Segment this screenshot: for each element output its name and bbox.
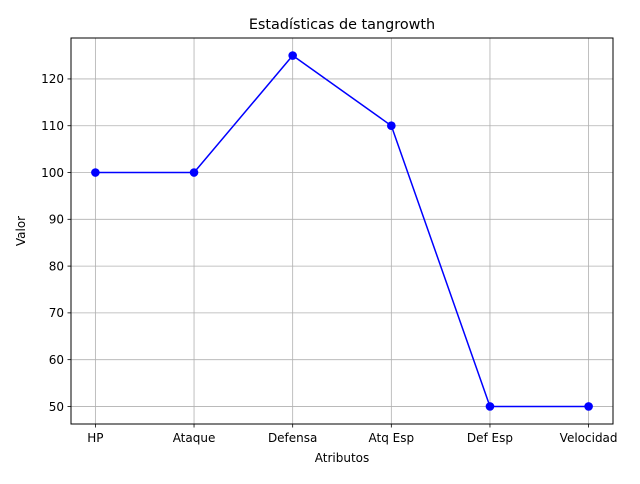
x-axis-label: Atributos: [315, 451, 370, 465]
y-tick-label: 60: [49, 353, 64, 367]
x-tick-label: Velocidad: [560, 431, 618, 445]
y-tick-label: 90: [49, 213, 64, 227]
x-tick-label: HP: [87, 431, 103, 445]
chart-title: Estadísticas de tangrowth: [249, 17, 435, 33]
x-tick-label: Def Esp: [467, 431, 513, 445]
y-tick-label: 70: [49, 306, 64, 320]
y-tick-label: 80: [49, 259, 64, 273]
data-point-defensa: [288, 51, 297, 60]
y-tick-label: 100: [41, 166, 64, 180]
data-point-ataque: [190, 168, 199, 177]
y-tick-label: 50: [49, 400, 64, 414]
x-tick-label: Ataque: [173, 431, 216, 445]
data-point-hp: [91, 168, 100, 177]
y-axis-label: Valor: [14, 216, 28, 246]
x-tick-label: Atq Esp: [369, 431, 415, 445]
y-tick-label: 120: [41, 72, 64, 86]
data-point-atq-esp: [387, 121, 396, 130]
data-point-def-esp: [486, 402, 495, 411]
x-tick-label: Defensa: [268, 431, 317, 445]
y-tick-label: 110: [41, 119, 64, 133]
data-point-velocidad: [584, 402, 593, 411]
